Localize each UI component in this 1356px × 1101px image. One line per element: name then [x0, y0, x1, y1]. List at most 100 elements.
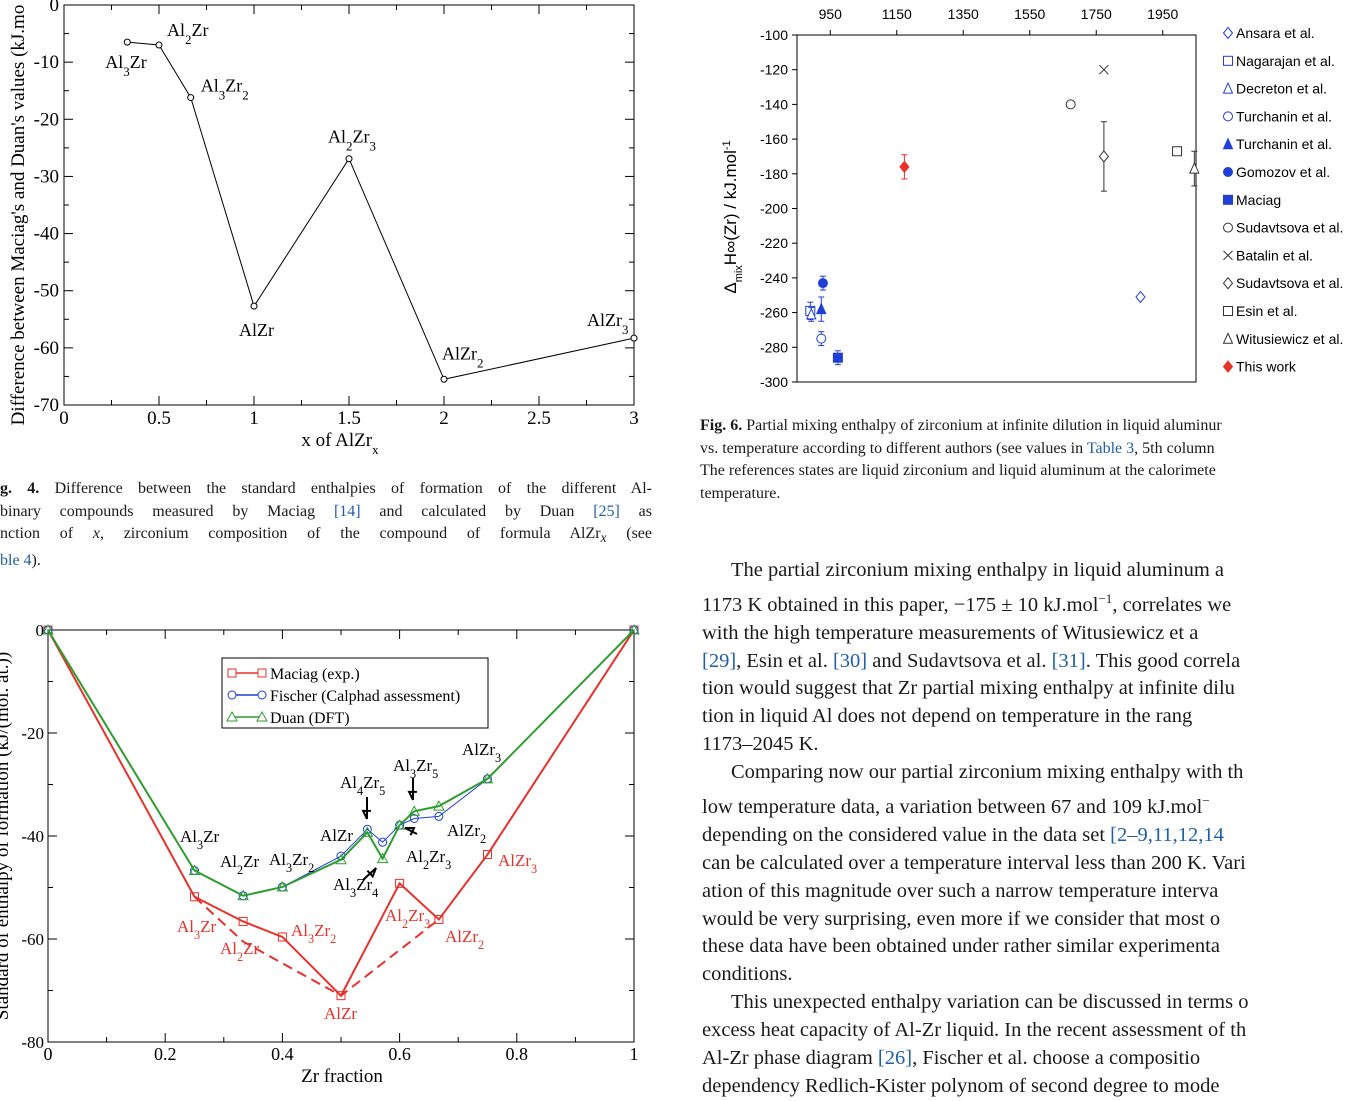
y-tick-label: 0: [36, 621, 45, 640]
data-point: [434, 914, 444, 924]
marker: [1222, 332, 1234, 344]
x-axis-label: Zr fraction: [301, 1066, 383, 1087]
text: 1173–2045 K.: [702, 733, 819, 756]
x-tick-label: 0: [59, 408, 69, 429]
y-axis-label: ΔmixH∞(Zr) / kJ.mol-1: [721, 140, 745, 293]
data-point: [433, 800, 445, 811]
text: depending on the considered value in the…: [702, 823, 1111, 846]
legend-label: Witusiewicz et al.: [1236, 331, 1343, 347]
chart-partial-mixing-enthalpy: 950 1150 1350 1550 1750 1950 -100 -120 -140 -160 -…: [721, 6, 1343, 390]
ref-link[interactable]: [29]: [702, 649, 737, 672]
text: This unexpected enthalpy variation can b…: [731, 991, 1249, 1014]
legend-label: Batalin et al.: [1236, 247, 1313, 263]
ref-link[interactable]: [25]: [593, 502, 620, 520]
y-tick-label: 0: [50, 0, 60, 16]
x-tick-label: 0.8: [506, 1044, 529, 1064]
point-label: AlZr3: [587, 310, 628, 337]
legend: Ansara et al. Nagarajan et al. Decreton et…: [1222, 25, 1343, 375]
data-point: [237, 889, 249, 901]
ref-link[interactable]: [26]: [877, 1047, 913, 1070]
marker-stroke: [1099, 64, 1109, 75]
y-tick-label: -20: [21, 724, 44, 743]
marker: [1223, 194, 1233, 205]
data-point: [440, 375, 448, 383]
ref-link[interactable]: [14]: [333, 502, 361, 520]
ref-link[interactable]: ble 4: [0, 551, 32, 569]
arrow-head: [361, 809, 371, 820]
y-tick-label: -140: [760, 96, 788, 112]
text: , Esin et al.: [736, 649, 833, 672]
point-label: AlZr2: [447, 821, 486, 846]
paragraph: This unexpected enthalpy variation can b…: [702, 989, 1356, 1101]
y-axis-label: Difference between Maciag's and Duan's v…: [8, 5, 29, 426]
point-label: Al3Zr: [105, 52, 146, 79]
ref-link[interactable]: Table 3: [1086, 439, 1135, 457]
point-label: Al3Zr5: [393, 756, 438, 781]
fig4-label: g. 4.: [0, 480, 40, 497]
legend-marker: [256, 710, 268, 722]
ref-link[interactable]: [30]: [832, 649, 868, 672]
data-point: [434, 811, 444, 821]
x-tick-label: 1150: [882, 6, 912, 22]
x-tick-label: 1: [630, 1044, 639, 1064]
marker: [815, 302, 827, 315]
data-point: [630, 334, 638, 342]
data-point: [336, 991, 346, 1001]
text: conditions.: [702, 963, 793, 986]
text: would be very surprising, even more if w…: [702, 907, 1221, 930]
fig4-text: (see: [606, 525, 652, 542]
legend-label: Turchanin et al.: [1236, 136, 1332, 152]
marker: [1223, 250, 1233, 261]
y-tick-label: -70: [34, 395, 59, 416]
text: , correlates we: [1112, 593, 1232, 616]
chart-maciag-duan-difference: 0 0.5 1 1.5 2 2.5 3 0 -10 -20 -30 -40 -50 -60 -70 x of …: [8, 0, 639, 457]
point-label: Al3Zr: [180, 827, 220, 852]
data-point: [155, 41, 163, 49]
marker: [899, 160, 910, 174]
text: −1: [1098, 590, 1113, 606]
fig4-text: Difference between the standard enthalpi…: [39, 480, 653, 497]
text: ation of this magnitude over such a narr…: [702, 879, 1219, 902]
data-point: [188, 864, 201, 876]
data-point: [250, 302, 258, 310]
y-tick-label: -20: [34, 109, 59, 130]
data-point: [335, 853, 347, 865]
x-tick-label: 3: [629, 408, 639, 429]
legend-label: Fischer (Calphad assessment): [270, 688, 460, 705]
legend: Maciag (exp.) Fischer (Calphad assessment…: [221, 657, 489, 729]
plot-frame: [63, 4, 635, 406]
marker: [806, 307, 817, 320]
ref-link[interactable]: [2–9,11,12,14: [1110, 823, 1224, 846]
data-point: [378, 837, 388, 847]
point-label: Al3Zr2: [291, 921, 336, 946]
point-label: Al2Zr3: [328, 127, 376, 154]
text: 1173 K obtained in this paper, −175 ± 10…: [702, 593, 1099, 616]
fig6-text: temperature.: [700, 484, 781, 502]
point-label: AlZr3: [498, 851, 537, 876]
paragraph: Comparing now our partial zirconium mixi…: [702, 759, 1356, 989]
data-point: [190, 892, 199, 902]
data-point: [187, 94, 195, 102]
x-tick-label: 0: [44, 1044, 53, 1064]
data-point: [238, 916, 248, 926]
y-tick-label: -50: [34, 281, 59, 302]
text: The partial zirconium mixing enthalpy in…: [731, 559, 1225, 581]
x-tick-label: 1350: [948, 6, 979, 22]
ref-link[interactable]: [31]: [1051, 649, 1086, 672]
text: tion would suggest that Zr partial mixin…: [702, 677, 1235, 700]
point-label: AlZr: [324, 1004, 357, 1023]
marker-stroke: [1223, 250, 1233, 261]
x-axis-label: x of AlZrx: [301, 430, 379, 457]
marker: [832, 352, 843, 363]
marker: [1222, 81, 1234, 94]
legend-label: Ansara et al.: [1236, 25, 1315, 41]
text: −: [1202, 793, 1210, 809]
arrow-head: [404, 827, 416, 836]
y-tick-label: -280: [760, 339, 788, 355]
legend-label: Duan (DFT): [270, 710, 350, 727]
marker: [1065, 99, 1076, 110]
point-label: Al3Zr2: [269, 850, 314, 875]
y-tick-label: -260: [760, 305, 788, 321]
series-line: [47, 629, 635, 897]
data-point: [345, 155, 353, 163]
